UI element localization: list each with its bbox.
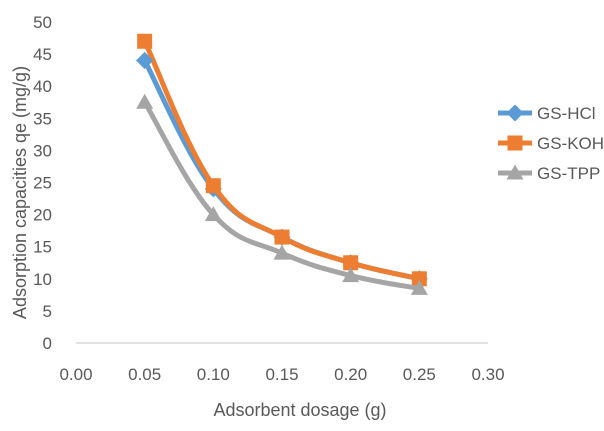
y-axis-title: Adsorption capacities qe (mg/g): [10, 66, 30, 319]
y-tick-label: 10: [33, 270, 52, 289]
data-point: [274, 229, 290, 245]
x-tick-label: 0.20: [334, 365, 367, 384]
legend-label: GS-HCl: [537, 104, 596, 123]
legend-marker: [506, 104, 524, 122]
x-axis-title: Adsorbent dosage (g): [213, 400, 386, 420]
y-tick-label: 20: [33, 206, 52, 225]
x-tick-label: 0.15: [265, 365, 298, 384]
y-tick-label: 50: [33, 13, 52, 32]
y-tick-label: 5: [43, 302, 52, 321]
y-tick-label: 25: [33, 174, 52, 193]
legend-marker: [507, 135, 523, 151]
legend-item: GS-TPP: [498, 164, 600, 183]
legend: GS-HCl GS-KOH GS-TPP: [498, 104, 604, 183]
data-point: [204, 206, 222, 222]
y-tick-label: 40: [33, 77, 52, 96]
legend-label: GS-TPP: [537, 164, 600, 183]
y-tick-label: 30: [33, 141, 52, 160]
data-point: [136, 52, 154, 70]
y-tick-label: 45: [33, 45, 52, 64]
series-line: [142, 38, 422, 282]
series-line: [142, 99, 422, 291]
data-point: [411, 271, 427, 287]
data-point: [410, 279, 428, 295]
data-point: [342, 267, 360, 283]
x-tick-label: 0.05: [128, 365, 161, 384]
data-point: [205, 178, 221, 194]
series-highlight: [136, 52, 154, 70]
legend-marker: [506, 164, 524, 180]
data-point: [343, 255, 359, 271]
y-tick-label: 15: [33, 238, 52, 257]
data-point: [137, 33, 153, 49]
legend-item: GS-HCl: [498, 104, 596, 123]
x-tick-label: 0.25: [403, 365, 436, 384]
y-tick-label: 0: [43, 334, 52, 353]
data-point: [136, 93, 154, 109]
x-tick-label: 0.00: [59, 365, 92, 384]
tick-labels: 0.00 0.05 0.10 0.15 0.20 0.25 0.30 0 5 10 15 20 25 30…: [33, 13, 504, 384]
x-tick-label: 0.10: [197, 365, 230, 384]
series-lines: [136, 33, 428, 295]
series-gs-tpp: [136, 93, 428, 295]
legend-label: GS-KOH: [537, 134, 604, 153]
y-tick-label: 35: [33, 109, 52, 128]
legend-item: GS-KOH: [498, 134, 604, 153]
data-point: [273, 244, 291, 260]
series-gs-koh: [137, 33, 427, 287]
x-tick-label: 0.30: [471, 365, 504, 384]
